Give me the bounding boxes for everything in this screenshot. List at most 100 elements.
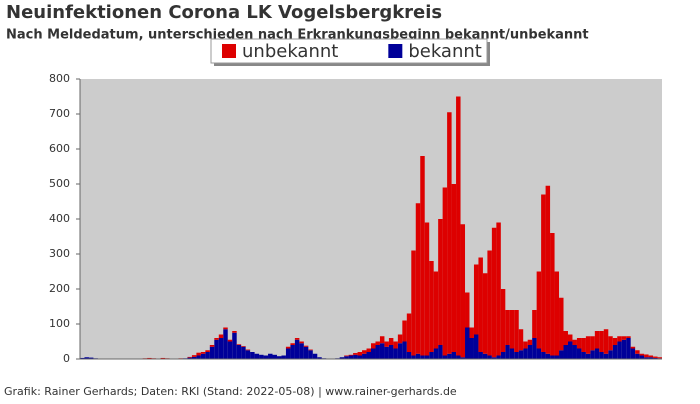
bar-segment xyxy=(492,228,496,358)
bar-segment xyxy=(590,336,594,350)
y-tick-label: 600 xyxy=(49,142,70,155)
bar-segment xyxy=(483,354,487,359)
bar-segment xyxy=(528,340,532,345)
bar-segment xyxy=(237,345,241,359)
bar-segment xyxy=(407,352,411,359)
bar-segment xyxy=(581,338,585,352)
bar-segment xyxy=(447,354,451,359)
bar-segment xyxy=(402,321,406,342)
bar-segment xyxy=(241,347,245,359)
bar-segment xyxy=(313,354,317,359)
bar-segment xyxy=(523,349,527,360)
bar-segment xyxy=(205,352,209,359)
bar-segment xyxy=(572,340,576,345)
bar-segment xyxy=(425,223,429,356)
bar-segment xyxy=(214,338,218,340)
bar-segment xyxy=(416,354,420,359)
bar-segment xyxy=(550,233,554,356)
bar-segment xyxy=(192,355,196,357)
bar-segment xyxy=(617,336,621,341)
bar-segment xyxy=(537,349,541,360)
legend-label: bekannt xyxy=(408,41,482,62)
bar-segment xyxy=(223,328,227,330)
bar-segment xyxy=(349,356,353,360)
bar-segment xyxy=(613,338,617,345)
bar-segment xyxy=(483,273,487,354)
bar-segment xyxy=(299,343,303,359)
bar-segment xyxy=(465,293,469,328)
bar-segment xyxy=(362,350,366,354)
bar-segment xyxy=(649,356,653,358)
bar-segment xyxy=(353,353,357,355)
bar-segment xyxy=(604,354,608,359)
bar-segment xyxy=(631,347,635,349)
bar-segment xyxy=(577,338,581,349)
bar-segment xyxy=(546,354,550,359)
bar-segment xyxy=(434,349,438,360)
bar-segment xyxy=(541,195,545,353)
bar-segment xyxy=(223,329,227,359)
bar-segment xyxy=(577,349,581,360)
bar-segment xyxy=(564,331,568,345)
y-tick-label: 100 xyxy=(49,317,70,330)
bar-segment xyxy=(219,335,223,339)
bar-segment xyxy=(613,345,617,359)
bar-segment xyxy=(438,345,442,359)
bar-segment xyxy=(358,352,362,356)
y-tick-label: 200 xyxy=(49,282,70,295)
bar-segment xyxy=(304,347,308,359)
bar-segment xyxy=(196,356,200,360)
bar-segment xyxy=(250,352,254,359)
bar-segment xyxy=(308,350,312,351)
bar-segment xyxy=(241,346,245,347)
bar-segment xyxy=(644,354,648,357)
bar-segment xyxy=(196,353,200,356)
bar-segment xyxy=(617,342,621,360)
bar-segment xyxy=(469,338,473,359)
bar-segment xyxy=(572,345,576,359)
chart-title: Neuinfektionen Corona LK Vogelsbergkreis xyxy=(6,2,442,23)
bar-segment xyxy=(519,329,523,350)
bar-segment xyxy=(653,357,657,358)
bar-segment xyxy=(344,356,348,357)
bar-segment xyxy=(546,186,550,354)
bar-segment xyxy=(496,223,500,356)
bar-segment xyxy=(367,352,371,359)
bar-segment xyxy=(478,352,482,359)
bar-segment xyxy=(487,251,491,356)
bar-segment xyxy=(537,272,541,349)
bar-segment xyxy=(532,338,536,359)
bar-segment xyxy=(599,331,603,352)
bar-segment xyxy=(246,350,250,359)
bar-segment xyxy=(501,289,505,352)
bar-segment xyxy=(420,356,424,360)
bar-segment xyxy=(228,342,232,360)
bar-segment xyxy=(228,340,232,342)
bar-segment xyxy=(402,342,406,360)
y-tick-label: 400 xyxy=(49,212,70,225)
bar-segment xyxy=(474,335,478,360)
bar-segment xyxy=(505,310,509,345)
bar-segment xyxy=(474,265,478,335)
bar-segment xyxy=(559,298,563,351)
bar-segment xyxy=(501,352,505,359)
bar-segment xyxy=(635,354,639,359)
bar-segment xyxy=(595,349,599,360)
bar-segment xyxy=(505,345,509,359)
bar-segment xyxy=(375,342,379,346)
bar-segment xyxy=(358,356,362,360)
bar-segment xyxy=(429,352,433,359)
bar-segment xyxy=(232,333,236,359)
y-tick-label: 500 xyxy=(49,177,70,190)
bar-segment xyxy=(389,338,393,345)
bar-segment xyxy=(640,356,644,360)
bar-segment xyxy=(487,356,491,360)
bar-segment xyxy=(308,350,312,359)
bar-segment xyxy=(380,343,384,359)
bar-segment xyxy=(568,335,572,342)
bar-segment xyxy=(268,354,272,359)
bar-segment xyxy=(586,336,590,354)
y-tick-label: 300 xyxy=(49,247,70,260)
bar-segment xyxy=(528,345,532,359)
bar-segment xyxy=(443,188,447,356)
